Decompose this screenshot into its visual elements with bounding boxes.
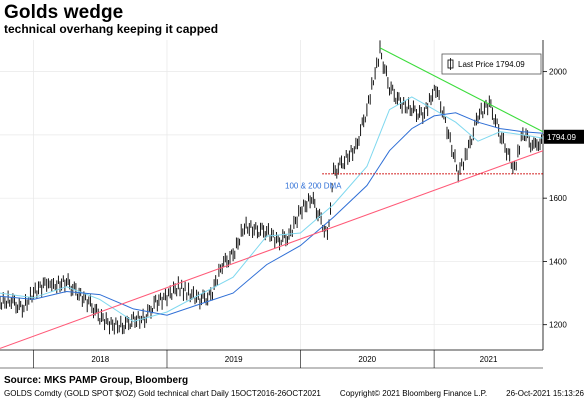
- footer-bar: GOLDS Comdty (GOLD SPOT $/OZ) Gold techn…: [4, 389, 584, 398]
- chart-title: Golds wedge: [4, 2, 124, 23]
- dma-200-line: [0, 112, 544, 316]
- x-tick-label: 2018: [91, 355, 109, 364]
- footer-middle: Copyright© 2021 Bloomberg Finance L.P.: [339, 389, 488, 398]
- x-tick-label: 2019: [225, 355, 243, 364]
- legend-box: [441, 53, 542, 75]
- x-tick-label: 2021: [480, 355, 498, 364]
- last-price-box: [544, 129, 584, 144]
- resistance-trendline: [379, 47, 544, 133]
- y-tick-label: 1400: [549, 257, 567, 266]
- footer-right: 26-Oct-2021 15:13:26: [506, 389, 584, 398]
- x-tick-label: 2020: [358, 355, 376, 364]
- chart-subtitle: technical overhang keeping it capped: [4, 22, 219, 36]
- legend-entry: Last Price 1794.09: [458, 60, 525, 69]
- gridlines: [0, 40, 543, 350]
- footer-left: GOLDS Comdty (GOLD SPOT $/OZ) Gold techn…: [4, 389, 321, 398]
- series-layer: [0, 40, 544, 335]
- last-price-value: 1794.09: [547, 133, 576, 142]
- trendlines: [0, 47, 544, 349]
- y-tick-label: 2000: [549, 68, 567, 77]
- axes: 120014001600180020002018201920202021: [0, 40, 567, 369]
- dma-100-line: [0, 96, 544, 323]
- price-series: [0, 40, 542, 335]
- y-tick-label: 1600: [549, 194, 567, 203]
- source-note: Source: MKS PAMP Group, Bloomberg: [4, 375, 189, 386]
- y-tick-label: 1200: [549, 321, 567, 330]
- labels-layer: 100 & 200 DMA 1794.09 Last Price 1794.09: [285, 53, 584, 191]
- support-trendline: [0, 150, 544, 349]
- dma-annotation: 100 & 200 DMA: [285, 182, 342, 191]
